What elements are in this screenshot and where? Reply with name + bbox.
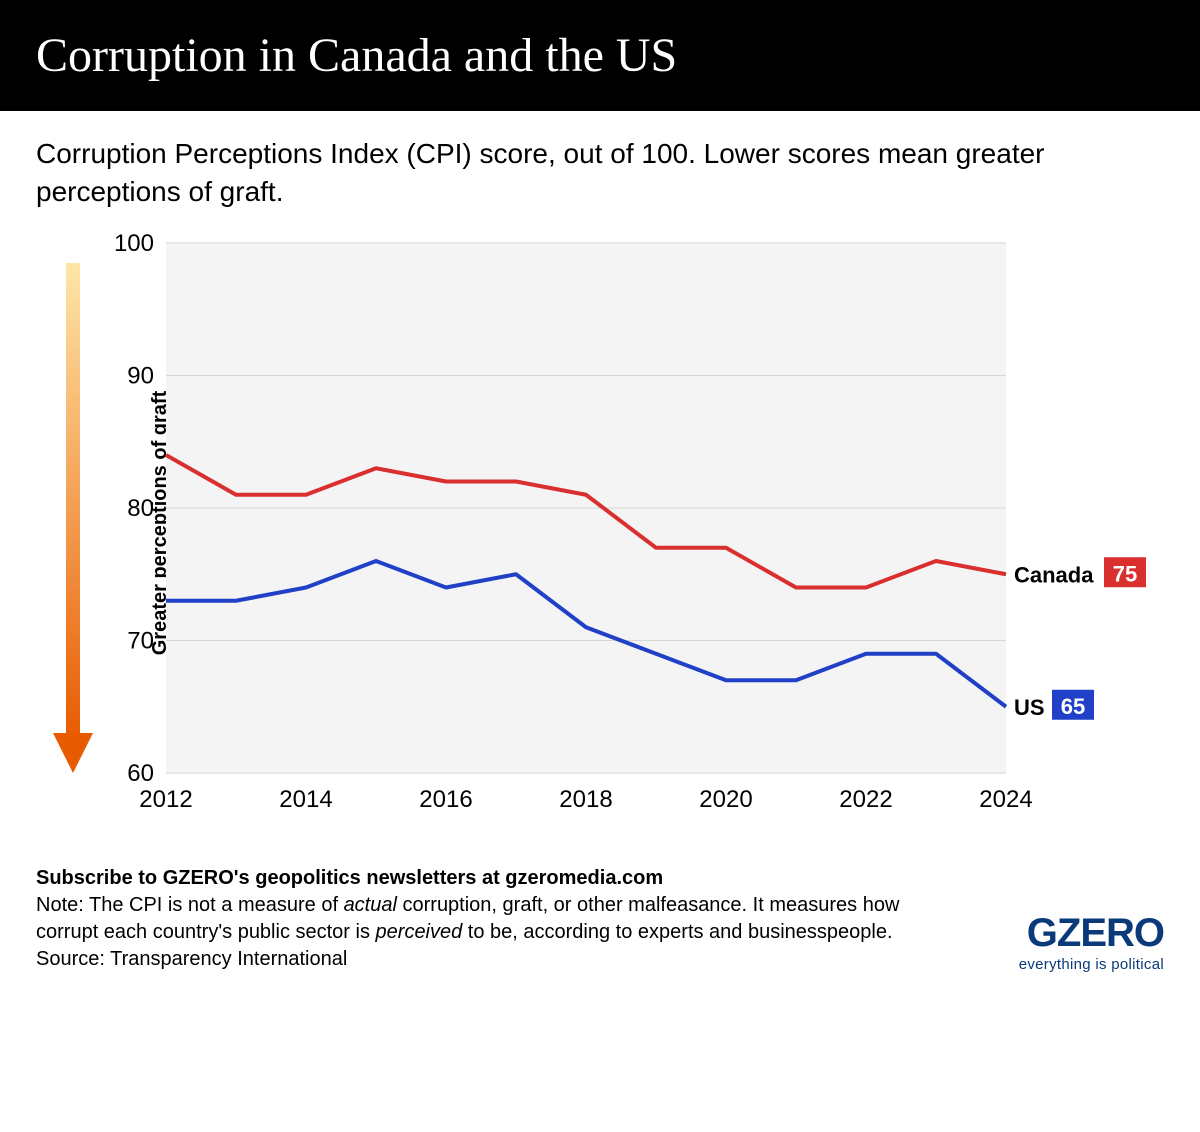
note-part: to be, according to experts and business… xyxy=(462,921,892,943)
logo: GZERO everything is political xyxy=(1019,911,1164,973)
note-italic: perceived xyxy=(376,921,463,943)
svg-text:80: 80 xyxy=(127,495,154,522)
series-label: Canada xyxy=(1014,562,1094,587)
svg-text:2014: 2014 xyxy=(279,786,332,813)
footer-note: Note: The CPI is not a measure of actual… xyxy=(36,892,916,946)
chart-subtitle: Corruption Perceptions Index (CPI) score… xyxy=(36,135,1164,211)
logo-main: GZERO xyxy=(1019,911,1164,956)
svg-text:75: 75 xyxy=(1113,561,1137,586)
arrow-column: Greater perceptions of graft xyxy=(36,223,96,823)
svg-text:2012: 2012 xyxy=(139,786,192,813)
svg-text:2020: 2020 xyxy=(699,786,752,813)
logo-tagline: everything is political xyxy=(1019,956,1164,973)
footer-source: Source: Transparency International xyxy=(36,946,916,973)
header-bar: Corruption in Canada and the US xyxy=(0,0,1200,111)
chart-row: Greater perceptions of graft 60 70 80 90 100… xyxy=(36,223,1164,823)
note-italic: actual xyxy=(344,894,397,916)
page-title: Corruption in Canada and the US xyxy=(36,28,1164,83)
footer: Subscribe to GZERO's geopolitics newslet… xyxy=(0,847,1200,997)
svg-text:2016: 2016 xyxy=(419,786,472,813)
svg-text:2018: 2018 xyxy=(559,786,612,813)
chart-area: 60 70 80 90 100 2012 2014 2016 2018 2020 2022 2024 C… xyxy=(96,223,1164,823)
line-chart: 60 70 80 90 100 2012 2014 2016 2018 2020 2022 2024 C… xyxy=(96,223,1156,823)
series-label: US xyxy=(1014,694,1045,719)
svg-text:100: 100 xyxy=(114,230,154,257)
footer-text: Subscribe to GZERO's geopolitics newslet… xyxy=(36,865,916,973)
svg-text:2024: 2024 xyxy=(979,786,1032,813)
svg-text:70: 70 xyxy=(127,627,154,654)
svg-text:2022: 2022 xyxy=(839,786,892,813)
content-area: Corruption Perceptions Index (CPI) score… xyxy=(0,111,1200,847)
note-part: Note: The CPI is not a measure of xyxy=(36,894,344,916)
svg-text:90: 90 xyxy=(127,362,154,389)
subscribe-line: Subscribe to GZERO's geopolitics newslet… xyxy=(36,865,916,892)
svg-text:65: 65 xyxy=(1061,693,1085,718)
arrow-icon xyxy=(36,243,96,803)
svg-text:60: 60 xyxy=(127,760,154,787)
